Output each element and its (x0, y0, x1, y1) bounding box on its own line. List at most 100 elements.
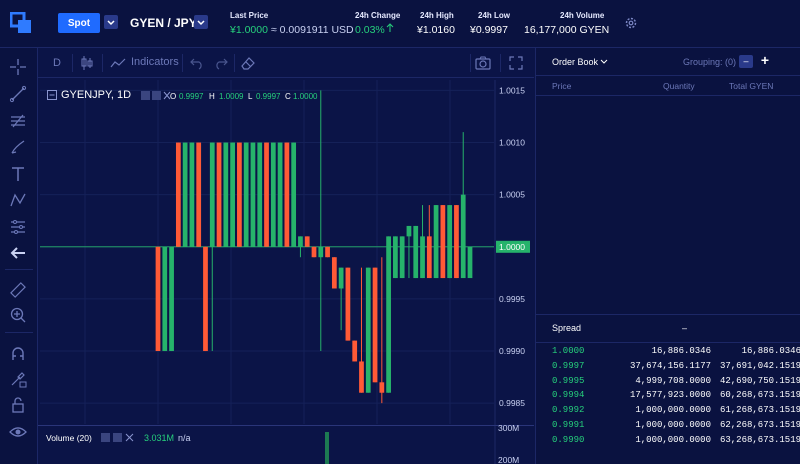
bid-row[interactable]: 0.9992 1,000,000.0000 61,268,673.1519 (536, 405, 800, 420)
candle-body (162, 246, 168, 352)
toolbar-divider (500, 54, 501, 72)
bid-row[interactable]: 1.0000 16,886.0346 16,886.0346 (536, 346, 800, 361)
candle-body (243, 142, 249, 247)
bid-row[interactable]: 0.9995 4,999,708.0000 42,690,750.1519 (536, 376, 800, 391)
candle (399, 236, 405, 279)
magnet-icon[interactable] (9, 344, 27, 362)
candle-body (413, 225, 419, 279)
volume-bar (325, 432, 329, 464)
fullscreen-icon[interactable] (508, 55, 524, 71)
lock-icon[interactable] (9, 396, 27, 414)
exchange-logo[interactable] (10, 12, 32, 34)
toolbar-divider (102, 54, 103, 72)
grouping-minus-button[interactable]: – (739, 55, 753, 68)
candle (440, 205, 446, 279)
high-label: 24h High (420, 11, 454, 20)
volume-legend-actions[interactable] (101, 433, 135, 443)
high-label: H (209, 92, 215, 101)
candle (291, 142, 297, 247)
arrow-up-icon (386, 23, 394, 32)
fib-tool-icon[interactable] (9, 112, 27, 130)
candle (284, 142, 290, 247)
candle-body (331, 257, 337, 289)
indicators-icon[interactable] (110, 57, 126, 69)
order-book-title[interactable]: Order Book (552, 57, 599, 67)
current-price-tag-text: 1.0000 (499, 242, 525, 252)
grouping-label: Grouping: (0) (683, 57, 737, 67)
chevron-down-icon (197, 20, 205, 26)
bid-total: 61,268,673.1519 (719, 405, 800, 416)
divider (536, 314, 800, 315)
settings-icon (152, 91, 161, 100)
candle-body (250, 142, 256, 247)
lock-drawing-icon[interactable] (9, 370, 27, 388)
bid-price: 0.9997 (552, 360, 585, 371)
last-price-label: Last Price (230, 11, 269, 20)
gear-icon[interactable] (624, 16, 638, 30)
settings-icon (113, 433, 122, 442)
bid-quantity: 16,886.0346 (651, 346, 711, 356)
ruler-icon[interactable] (9, 281, 27, 299)
bid-quantity: 1,000,000.0000 (635, 405, 711, 416)
pane-divider[interactable] (38, 425, 534, 426)
candle (162, 246, 168, 352)
candle (447, 205, 453, 279)
bid-row[interactable]: 0.9994 17,577,923.0000 60,268,673.1519 (536, 390, 800, 405)
legend-actions[interactable] (141, 91, 171, 101)
spot-button[interactable]: Spot (58, 13, 100, 33)
text-icon[interactable] (9, 165, 27, 183)
crosshair-icon[interactable] (9, 58, 27, 76)
indicators-button[interactable]: Indicators (131, 56, 179, 68)
grouping-plus-button[interactable]: + (760, 52, 770, 68)
measure-tool-icon[interactable] (9, 218, 27, 236)
market-type-dropdown[interactable] (104, 15, 118, 29)
candle-body (223, 142, 229, 247)
bid-row[interactable]: 0.9991 1,000,000.0000 62,268,673.1519 (536, 420, 800, 435)
candle (182, 142, 188, 247)
zoom-in-icon[interactable] (9, 306, 27, 324)
bid-price: 1.0000 (552, 346, 585, 356)
toolbar-divider (470, 54, 471, 72)
candle (264, 142, 269, 247)
candle-body (399, 236, 405, 279)
candle (216, 142, 222, 247)
bid-quantity: 37,674,156.1177 (629, 360, 711, 371)
chart-symbol: GYENJPY, 1D (61, 89, 132, 101)
high-value: ¥1.0160 (417, 24, 455, 36)
pair-selector[interactable]: GYEN / JPY (130, 16, 197, 30)
bid-total: 63,268,673.1519 (719, 434, 800, 445)
candle (243, 142, 249, 247)
eraser-icon[interactable] (240, 55, 256, 71)
chevron-down-icon[interactable] (600, 58, 608, 66)
bid-row[interactable]: 0.9997 37,674,156.1177 37,691,042.1519 (536, 361, 800, 376)
interval-button[interactable]: D (53, 57, 61, 69)
pattern-icon[interactable] (9, 191, 27, 209)
candles (155, 90, 473, 404)
bid-row[interactable]: 0.9990 1,000,000.0000 63,268,673.1519 (536, 435, 800, 450)
collapse-icon[interactable] (47, 90, 57, 100)
candle-body (467, 246, 473, 279)
high-value: 1.0009 (219, 92, 244, 101)
candle-type-icon[interactable] (80, 55, 94, 71)
candle-body (420, 236, 425, 279)
candle-body (182, 142, 188, 247)
brush-icon[interactable] (9, 138, 27, 156)
candle (203, 246, 208, 352)
candle (386, 236, 391, 393)
change-label: 24h Change (355, 11, 401, 20)
trend-line-icon[interactable] (9, 85, 27, 103)
eye-icon[interactable] (9, 423, 27, 441)
eye-icon (141, 91, 150, 100)
candle-body (372, 267, 378, 383)
candle (331, 257, 337, 289)
camera-icon[interactable] (475, 55, 491, 71)
pair-dropdown[interactable] (194, 15, 208, 29)
redo-icon[interactable] (214, 56, 228, 70)
candle-body (338, 267, 344, 289)
arrow-left-icon[interactable] (9, 244, 27, 262)
price-chart[interactable]: 1.0015 1.0010 1.0005 1.0000 0.9995 0.9990 0.99… (38, 79, 534, 464)
candle (338, 267, 344, 331)
candle-body (155, 246, 161, 352)
undo-icon[interactable] (190, 56, 204, 70)
col-quantity: Quantity (663, 81, 695, 91)
